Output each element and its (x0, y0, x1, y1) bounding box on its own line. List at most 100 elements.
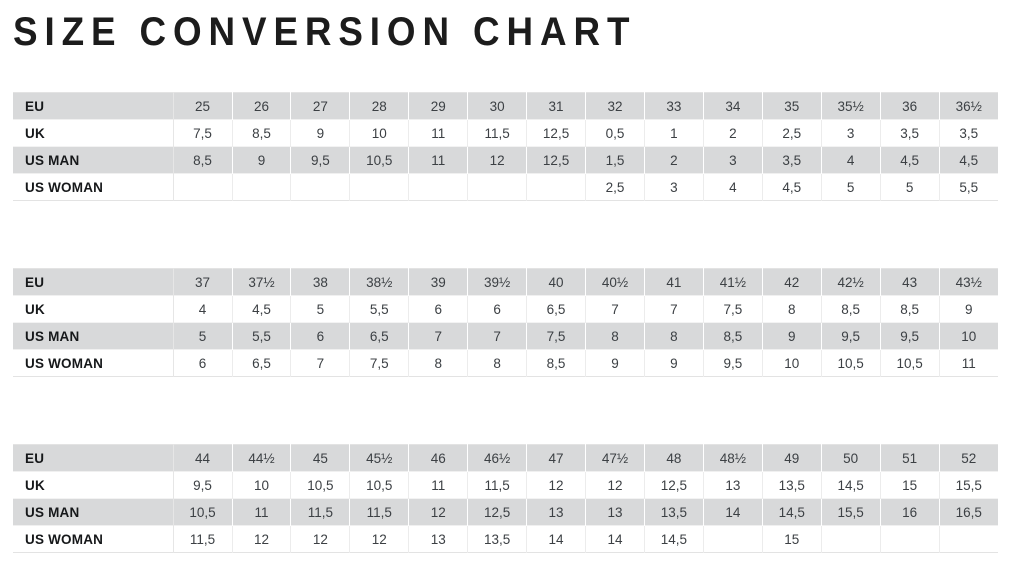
cell-us-woman: 12 (232, 525, 292, 553)
cell-eu: 48½ (703, 444, 763, 472)
cell-us-woman (526, 173, 587, 201)
cell-us-man: 10,5 (349, 146, 410, 174)
cell-eu: 36½ (939, 92, 998, 120)
cell-us-woman: 7,5 (349, 349, 410, 377)
cell-uk: 13,5 (762, 471, 822, 499)
cell-us-man: 13 (585, 498, 645, 526)
cell-us-woman: 9 (644, 349, 704, 377)
cell-eu: 34 (703, 92, 763, 120)
cell-us-man: 9 (232, 146, 292, 174)
cell-us-woman (408, 173, 469, 201)
cell-us-woman (821, 525, 881, 553)
cell-uk: 11 (408, 119, 469, 147)
cell-eu: 41 (644, 268, 704, 296)
table-row-us-woman: US WOMAN 2,5 3 4 4,5 5 5 5,5 (13, 173, 998, 201)
row-label-us-man: US MAN (13, 146, 174, 174)
cell-uk: 0,5 (585, 119, 645, 147)
cell-us-man: 13 (526, 498, 587, 526)
cell-eu: 45½ (349, 444, 410, 472)
cell-uk: 10,5 (349, 471, 410, 499)
cell-us-man: 12,5 (467, 498, 528, 526)
cell-us-man: 5 (173, 322, 233, 350)
cell-uk: 3,5 (880, 119, 940, 147)
cell-us-man: 11 (408, 146, 469, 174)
cell-uk: 12,5 (644, 471, 704, 499)
cell-us-woman: 11 (939, 349, 998, 377)
size-table-2: EU 37 37½ 38 38½ 39 39½ 40 40½ 41 41½ 42… (13, 268, 998, 377)
cell-uk: 8,5 (880, 295, 940, 323)
cell-us-woman: 8 (467, 349, 528, 377)
cell-us-woman: 7 (290, 349, 351, 377)
cell-us-man: 4,5 (880, 146, 940, 174)
cell-us-woman: 5,5 (939, 173, 998, 201)
cell-us-man: 5,5 (232, 322, 292, 350)
cell-uk: 11,5 (467, 119, 528, 147)
row-label-us-woman: US WOMAN (13, 173, 174, 201)
cell-us-man: 15,5 (821, 498, 881, 526)
table-row-eu: EU 25 26 27 28 29 30 31 32 33 34 35 35½ … (13, 92, 998, 120)
row-label-eu: EU (13, 268, 174, 296)
cell-us-man: 9 (762, 322, 822, 350)
cell-uk: 14,5 (821, 471, 881, 499)
cell-us-man: 9,5 (880, 322, 940, 350)
table-row-uk: UK 7,5 8,5 9 10 11 11,5 12,5 0,5 1 2 2,5… (13, 119, 998, 147)
cell-us-man: 7,5 (526, 322, 587, 350)
cell-eu: 32 (585, 92, 645, 120)
cell-eu: 31 (526, 92, 587, 120)
cell-us-woman (232, 173, 292, 201)
cell-us-woman: 5 (880, 173, 940, 201)
cell-eu: 39 (408, 268, 469, 296)
cell-us-man: 13,5 (644, 498, 704, 526)
cell-uk: 12 (526, 471, 587, 499)
cell-uk: 8,5 (821, 295, 881, 323)
cell-eu: 39½ (467, 268, 528, 296)
row-label-eu: EU (13, 444, 174, 472)
row-label-us-man: US MAN (13, 498, 174, 526)
cell-uk: 6,5 (526, 295, 587, 323)
cell-us-man: 11,5 (290, 498, 351, 526)
cell-uk: 15,5 (939, 471, 998, 499)
table-row-us-woman: US WOMAN 6 6,5 7 7,5 8 8 8,5 9 9 9,5 10 … (13, 349, 998, 377)
cell-us-man: 4 (821, 146, 881, 174)
cell-eu: 42 (762, 268, 822, 296)
cell-us-woman: 12 (349, 525, 410, 553)
cell-us-woman (703, 525, 763, 553)
cell-us-man: 11,5 (349, 498, 410, 526)
cell-us-woman: 5 (821, 173, 881, 201)
cell-uk: 2,5 (762, 119, 822, 147)
row-label-uk: UK (13, 471, 174, 499)
cell-us-man: 9,5 (290, 146, 351, 174)
cell-uk: 4 (173, 295, 233, 323)
row-label-uk: UK (13, 119, 174, 147)
cell-us-man: 8,5 (703, 322, 763, 350)
cell-uk: 7,5 (173, 119, 233, 147)
cell-eu: 38 (290, 268, 351, 296)
cell-uk: 6 (408, 295, 469, 323)
cell-us-man: 11 (232, 498, 292, 526)
cell-uk: 7 (644, 295, 704, 323)
cell-us-man: 6 (290, 322, 351, 350)
cell-uk: 11,5 (467, 471, 528, 499)
cell-uk: 7,5 (703, 295, 763, 323)
cell-uk: 1 (644, 119, 704, 147)
cell-eu: 44½ (232, 444, 292, 472)
cell-eu: 25 (173, 92, 233, 120)
cell-us-woman (939, 525, 998, 553)
cell-uk: 15 (880, 471, 940, 499)
cell-uk: 7 (585, 295, 645, 323)
cell-us-woman: 9 (585, 349, 645, 377)
cell-us-woman: 6 (173, 349, 233, 377)
cell-us-man: 6,5 (349, 322, 410, 350)
table-row-us-woman: US WOMAN 11,5 12 12 12 13 13,5 14 14 14,… (13, 525, 998, 553)
cell-us-woman: 8,5 (526, 349, 587, 377)
cell-eu: 38½ (349, 268, 410, 296)
cell-us-man: 1,5 (585, 146, 645, 174)
table-row-eu: EU 44 44½ 45 45½ 46 46½ 47 47½ 48 48½ 49… (13, 444, 998, 472)
cell-us-man: 12 (408, 498, 469, 526)
cell-us-woman: 10,5 (821, 349, 881, 377)
cell-us-man: 7 (467, 322, 528, 350)
cell-us-woman (467, 173, 528, 201)
cell-eu: 28 (349, 92, 410, 120)
cell-uk: 2 (703, 119, 763, 147)
cell-uk: 5 (290, 295, 351, 323)
